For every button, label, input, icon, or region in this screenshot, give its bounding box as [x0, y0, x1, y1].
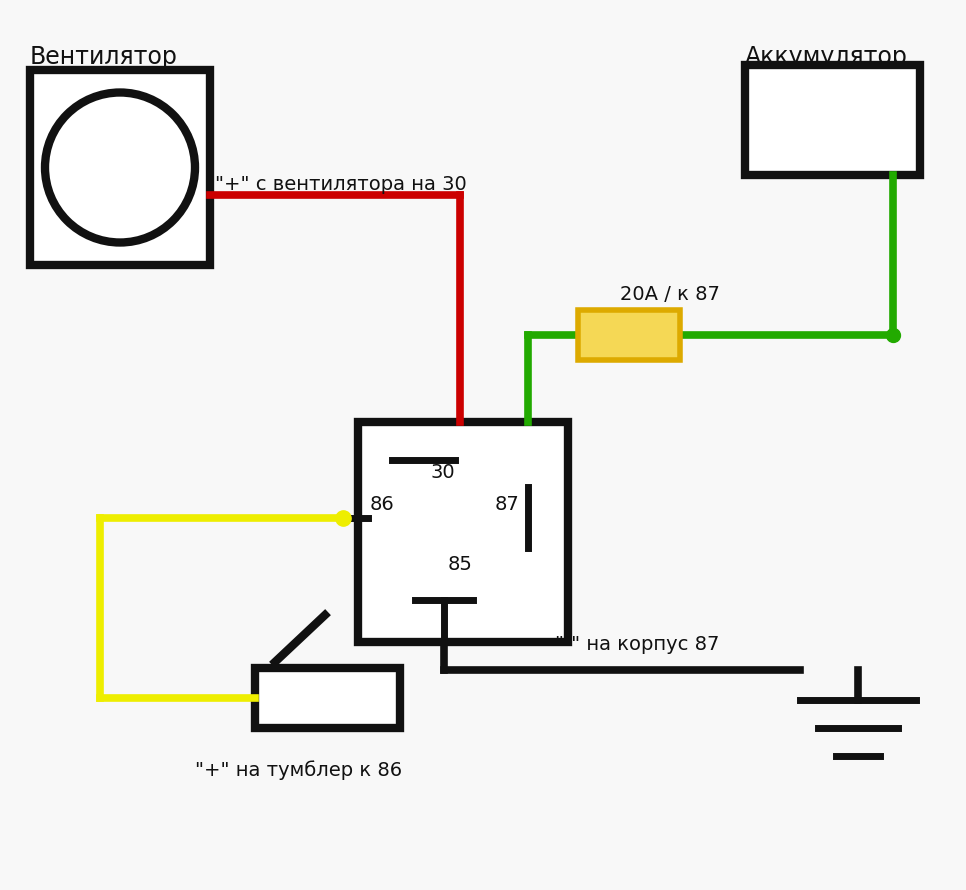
- Bar: [255, 668, 400, 728]
- Text: 30: 30: [430, 463, 455, 482]
- Text: 85: 85: [448, 555, 473, 574]
- Text: 86: 86: [370, 495, 395, 514]
- Text: Вентилятор: Вентилятор: [30, 45, 178, 69]
- Text: Аккумулятор: Аккумулятор: [745, 45, 908, 69]
- Text: 20А / к 87: 20А / к 87: [620, 285, 720, 304]
- Text: "-" на корпус 87: "-" на корпус 87: [555, 635, 720, 654]
- Bar: [358, 422, 568, 642]
- Bar: [30, 70, 210, 265]
- Text: "+" на тумблер к 86: "+" на тумблер к 86: [195, 760, 402, 780]
- Text: "+" с вентилятора на 30: "+" с вентилятора на 30: [215, 175, 467, 194]
- Bar: [578, 310, 680, 360]
- Bar: [745, 65, 920, 175]
- Circle shape: [45, 93, 195, 242]
- Text: 87: 87: [495, 495, 520, 514]
